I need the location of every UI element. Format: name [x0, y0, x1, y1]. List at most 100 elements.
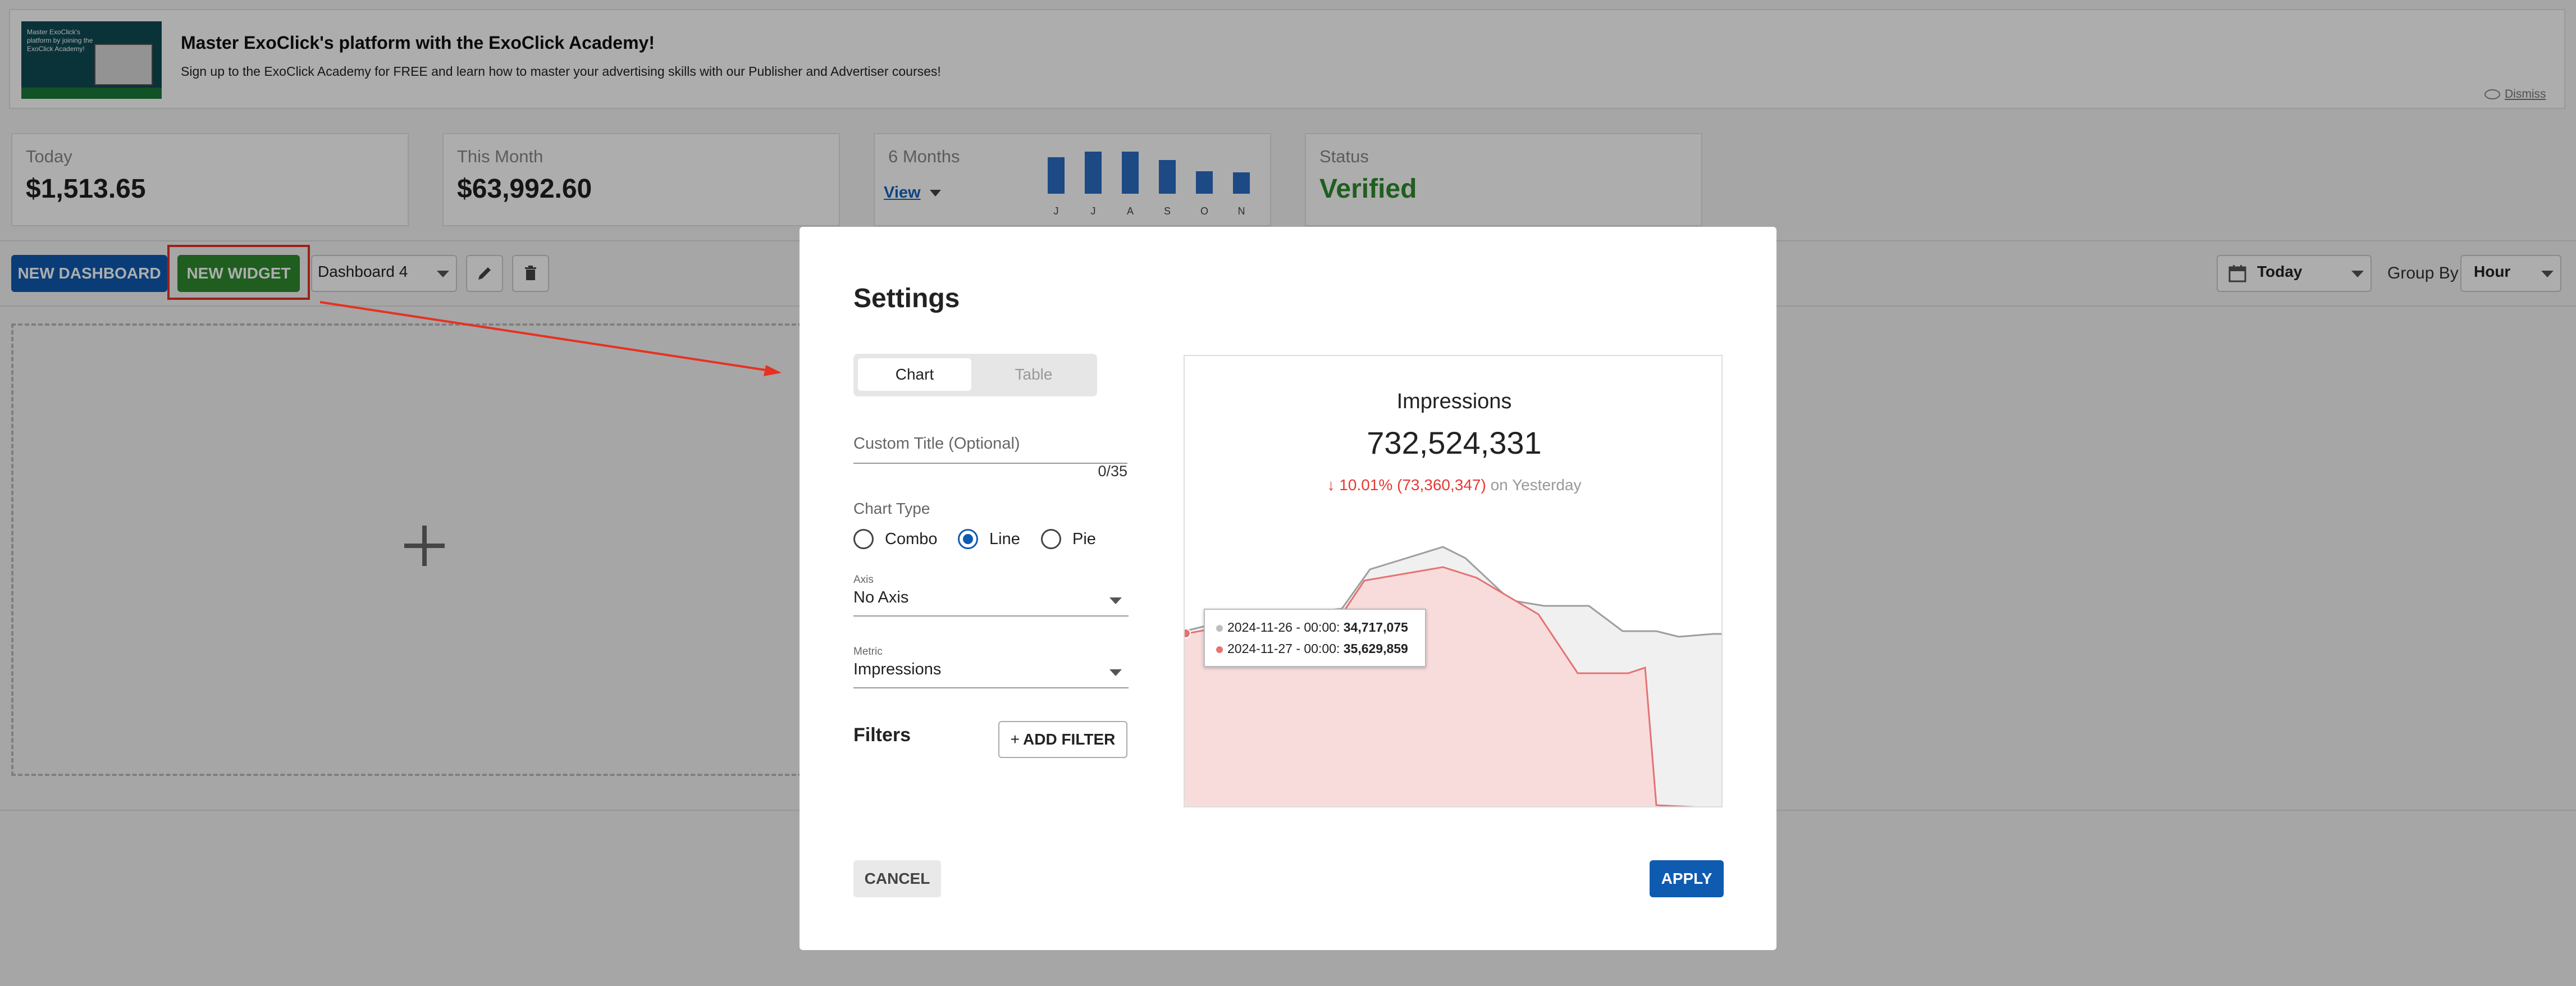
new-dashboard-button[interactable]: NEW DASHBOARD — [11, 255, 167, 292]
new-widget-button[interactable]: NEW WIDGET — [177, 255, 300, 292]
metric-value: Impressions — [853, 660, 942, 678]
month-bar-label: J — [1053, 206, 1059, 217]
today-stat-card: Today $1,513.65 — [11, 133, 409, 226]
preview-change-suffix: on Yesterday — [1490, 476, 1582, 494]
tooltip-row2-value: 35,629,859 — [1343, 641, 1408, 656]
month-bar-label: S — [1163, 206, 1171, 217]
edit-dashboard-button[interactable] — [466, 255, 503, 292]
axis-select[interactable]: No Axis — [853, 588, 1129, 617]
month-stat-card: This Month $63,992.60 — [442, 133, 840, 226]
radio-combo[interactable] — [853, 529, 874, 549]
chart-preview: Impressions 732,524,331 ↓ 10.01% (73,360… — [1184, 355, 1723, 807]
tooltip-row-previous: 2024-11-26 - 00:00: 34,717,075 — [1216, 620, 1408, 635]
laptop-illustration — [94, 44, 153, 85]
preview-change-value: 10.01% (73,360,347) — [1339, 476, 1486, 494]
caret-down-icon — [1109, 669, 1122, 676]
delete-dashboard-button[interactable] — [512, 255, 549, 292]
status-label: Status — [1319, 147, 1369, 166]
plus-icon: + — [1010, 731, 1020, 748]
caret-down-icon — [1109, 597, 1122, 604]
month-bar-label: N — [1237, 206, 1245, 217]
radio-line-label[interactable]: Line — [989, 530, 1020, 548]
tooltip-row2-label: 2024-11-27 - 00:00: — [1227, 641, 1340, 656]
tooltip-row-current: 2024-11-27 - 00:00: 35,629,859 — [1216, 641, 1408, 656]
banner-image-text: Master ExoClick's platform by joining th… — [27, 28, 93, 53]
banner-subtitle: Sign up to the ExoClick Academy for FREE… — [181, 64, 941, 79]
dashboard-select[interactable]: Dashboard 4 — [311, 255, 457, 292]
caret-down-icon — [2541, 271, 2554, 277]
calendar-icon — [2228, 265, 2246, 282]
view-mode-toggle: Chart Table — [853, 354, 1097, 396]
trash-icon — [525, 266, 536, 280]
preview-change: ↓ 10.01% (73,360,347) on Yesterday — [1185, 476, 1721, 494]
apply-button[interactable]: APPLY — [1650, 860, 1724, 897]
radio-combo-label[interactable]: Combo — [885, 530, 938, 548]
month-bar-label: O — [1200, 206, 1208, 217]
plus-icon[interactable] — [404, 526, 445, 566]
radio-pie[interactable] — [1041, 529, 1061, 549]
today-value: $1,513.65 — [26, 174, 146, 204]
month-bar — [1048, 157, 1065, 194]
axis-value: No Axis — [853, 588, 909, 606]
settings-modal: Settings Chart Table Custom Title (Optio… — [800, 227, 1776, 950]
new-widget-highlight — [167, 245, 310, 300]
group-by-select[interactable]: Hour — [2460, 255, 2561, 292]
legend-dot-current — [1216, 646, 1223, 653]
chart-tooltip: 2024-11-26 - 00:00: 34,717,075 2024-11-2… — [1204, 609, 1426, 667]
cancel-button[interactable]: CANCEL — [853, 860, 941, 897]
academy-banner-image[interactable]: Master ExoClick's platform by joining th… — [21, 21, 162, 99]
today-label: Today — [26, 147, 72, 166]
legend-dot-previous — [1216, 624, 1223, 632]
tooltip-row1-value: 34,717,075 — [1343, 620, 1408, 634]
month-bar — [1085, 152, 1102, 194]
previous-day-line — [1185, 546, 1721, 638]
tab-chart[interactable]: Chart — [858, 358, 971, 391]
preview-total-value: 732,524,331 — [1367, 425, 1542, 460]
month-label: This Month — [457, 147, 543, 166]
date-range-select[interactable]: Today — [2217, 255, 2372, 292]
preview-title: Impressions — [1396, 390, 1512, 413]
arrow-down-icon: ↓ — [1327, 476, 1335, 494]
view-label: View — [884, 184, 921, 202]
metric-label: Metric — [853, 646, 883, 658]
view-dropdown[interactable]: View — [884, 184, 941, 202]
caret-down-icon — [2351, 271, 2364, 277]
month-value: $63,992.60 — [457, 174, 592, 204]
metric-select[interactable]: Impressions — [853, 660, 1129, 688]
month-bar-label: J — [1090, 206, 1096, 217]
add-filter-label: ADD FILTER — [1023, 731, 1116, 748]
month-bar — [1122, 152, 1139, 194]
custom-title-input[interactable]: Custom Title (Optional) — [853, 435, 1127, 464]
caret-down-icon — [437, 271, 449, 277]
current-day-area — [1185, 567, 1679, 806]
char-counter: 0/35 — [1098, 463, 1127, 480]
six-months-label: 6 Months — [888, 147, 960, 166]
hover-point — [1185, 628, 1191, 638]
preview-line-chart[interactable] — [1185, 356, 1723, 807]
group-by-label: Group By — [2387, 264, 2459, 282]
axis-label: Axis — [853, 574, 874, 586]
tooltip-row1-label: 2024-11-26 - 00:00: — [1227, 620, 1340, 634]
month-bar — [1196, 171, 1213, 194]
chevron-down-icon — [929, 190, 941, 197]
pencil-icon — [478, 267, 491, 280]
dismiss-link[interactable]: Dismiss — [2484, 88, 2546, 101]
dismiss-label: Dismiss — [2505, 88, 2546, 101]
modal-title: Settings — [853, 284, 960, 313]
custom-title-placeholder: Custom Title (Optional) — [853, 435, 1020, 453]
radio-pie-label[interactable]: Pie — [1072, 530, 1096, 548]
month-bar — [1233, 172, 1250, 194]
six-months-stat-card: 6 Months View J J A S O N — [874, 133, 1271, 226]
dashboard-select-value: Dashboard 4 — [318, 263, 408, 280]
status-stat-card: Status Verified — [1305, 133, 1702, 226]
date-range-value: Today — [2257, 263, 2303, 280]
month-bar-label: A — [1126, 206, 1134, 217]
status-value: Verified — [1319, 174, 1417, 204]
widget-drop-area[interactable] — [11, 323, 803, 776]
add-filter-button[interactable]: + ADD FILTER — [998, 721, 1127, 758]
banner-title: Master ExoClick's platform with the ExoC… — [181, 33, 655, 53]
radio-line[interactable] — [958, 529, 978, 549]
eye-slash-icon — [2484, 89, 2500, 100]
month-bar — [1159, 160, 1176, 194]
tab-table[interactable]: Table — [1015, 366, 1053, 383]
